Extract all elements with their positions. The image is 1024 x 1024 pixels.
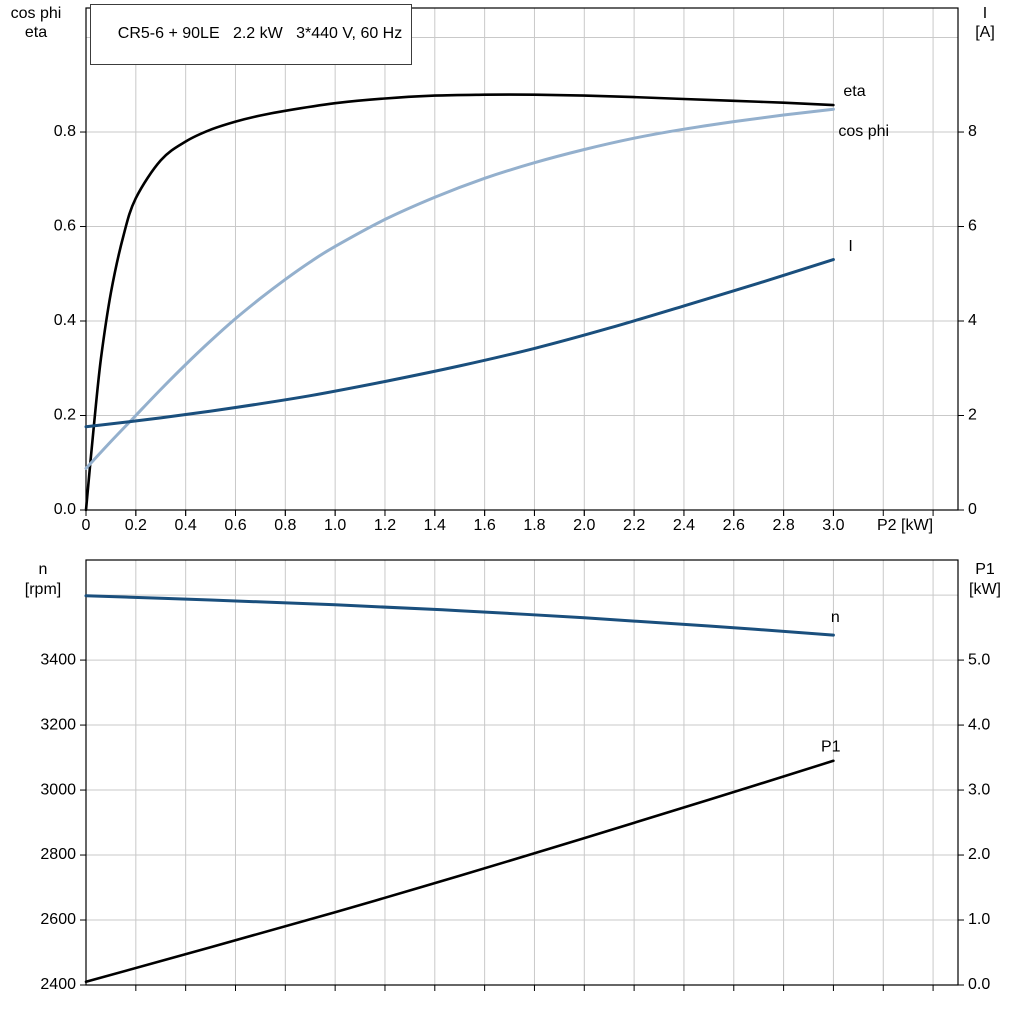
x-tick-label: 2.6 xyxy=(723,517,745,534)
series-eta xyxy=(84,93,835,512)
left-tick-label: 3400 xyxy=(40,651,76,668)
right-tick-label: 0 xyxy=(968,501,977,518)
series-label-eta: eta xyxy=(843,83,865,100)
series-current xyxy=(84,258,835,429)
right-tick-label: 2.0 xyxy=(968,846,990,863)
x-tick-label: 1.2 xyxy=(374,517,396,534)
x-tick-label: 1.0 xyxy=(324,517,346,534)
right-tick-label: 1.0 xyxy=(968,911,990,928)
x-tick-label: 1.6 xyxy=(474,517,496,534)
right-tick-label: 2 xyxy=(968,407,977,424)
right-axis-title: I xyxy=(983,5,987,22)
left-tick-label: 0.8 xyxy=(54,123,76,140)
left-tick-label: 0.0 xyxy=(54,501,76,518)
chart-title-text: CR5-6 + 90LE 2.2 kW 3*440 V, 60 Hz xyxy=(117,25,403,42)
x-tick-label: 0.2 xyxy=(125,517,147,534)
x-tick-label: 2.2 xyxy=(623,517,645,534)
right-tick-label: 6 xyxy=(968,218,977,235)
right-tick-label: 8 xyxy=(968,123,977,140)
x-tick-label: 2.8 xyxy=(772,517,794,534)
series-cos-phi xyxy=(84,107,835,470)
right-axis-title: [A] xyxy=(975,24,995,41)
left-axis-title: [rpm] xyxy=(25,581,61,598)
left-axis-title: eta xyxy=(25,24,47,41)
left-tick-label: 2800 xyxy=(40,846,76,863)
bottom-chart: 2400 2600 2800 3000 3200 3400 0.0 1.0 2.0 3.0 4.0 5… xyxy=(25,559,1001,993)
series-label-current: I xyxy=(848,238,852,255)
x-tick-label: 2.0 xyxy=(573,517,595,534)
right-tick-label: 4.0 xyxy=(968,716,990,733)
left-tick-label: 2600 xyxy=(40,911,76,928)
right-tick-label: 0.0 xyxy=(968,976,990,993)
x-tick-label: 0 xyxy=(82,517,91,534)
right-tick-label: 5.0 xyxy=(968,651,990,668)
series-input-power xyxy=(84,759,835,984)
series-label-speed: n xyxy=(831,609,840,626)
left-axis-title: cos phi xyxy=(11,5,62,22)
series-speed xyxy=(84,594,835,637)
left-tick-label: 3200 xyxy=(40,716,76,733)
left-tick-label: 0.4 xyxy=(54,312,76,329)
left-tick-label: 3000 xyxy=(40,781,76,798)
x-tick-label: 0.4 xyxy=(175,517,197,534)
left-tick-label: 0.6 xyxy=(54,218,76,235)
right-tick-label: 4 xyxy=(968,312,977,329)
x-tick-label: 0.6 xyxy=(224,517,246,534)
left-tick-label: 2400 xyxy=(40,976,76,993)
series-label-input-power: P1 xyxy=(821,738,841,755)
x-tick-label: 3.0 xyxy=(822,517,844,534)
right-axis-title: [kW] xyxy=(969,581,1001,598)
x-tick-label: 1.8 xyxy=(523,517,545,534)
x-axis-title: P2 [kW] xyxy=(877,517,933,534)
x-tick-label: 0.8 xyxy=(274,517,296,534)
x-tick-label: 1.4 xyxy=(424,517,446,534)
plot-border xyxy=(85,7,959,511)
chart-title-box: CR5-6 + 90LE 2.2 kW 3*440 V, 60 Hz xyxy=(90,4,413,65)
left-tick-label: 0.2 xyxy=(54,407,76,424)
series-label-cos-phi: cos phi xyxy=(838,123,889,140)
top-chart: 0 0.2 0.4 0.6 0.8 1.0 1.2 1.4 1.6 1.8 2.0 2.2 2.4 2.6… xyxy=(11,5,995,534)
x-tick-label: 2.4 xyxy=(673,517,695,534)
right-axis-title: P1 xyxy=(975,561,995,578)
right-tick-label: 3.0 xyxy=(968,781,990,798)
left-axis-title: n xyxy=(39,561,48,578)
plot-border xyxy=(85,559,959,986)
